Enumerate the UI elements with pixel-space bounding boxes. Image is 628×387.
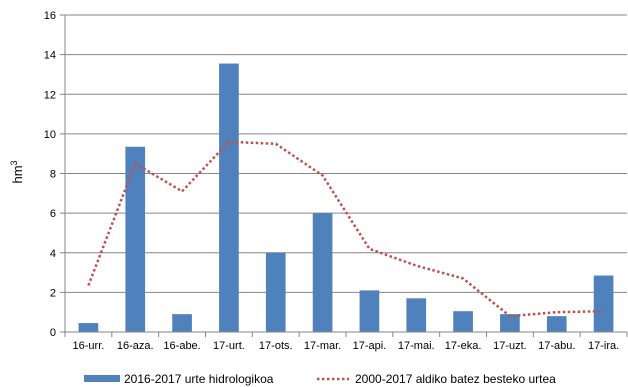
line-series [87,140,604,318]
bar [546,316,567,332]
bar [406,298,427,332]
x-tick-label: 17-abu. [538,340,575,352]
y-tick-label: 4 [50,248,56,260]
x-tick-label: 17-api. [353,340,387,352]
bar-series [78,63,614,333]
y-axis-ticks: 0 2 4 6 8 10 12 14 16 [44,10,65,339]
bar [219,63,239,333]
bar [500,314,520,332]
gridlines [65,14,627,293]
average-line [87,140,604,318]
y-tick-label: 12 [44,89,56,101]
legend: 2016-2017 urte hidrologikoa 2000-2017 ald… [84,372,556,386]
x-tick-label: 16-urr. [73,340,105,352]
y-tick-label: 14 [44,50,56,62]
bar [265,252,286,332]
x-tick-label: 17-urt. [213,340,245,352]
x-tick-label: 17-eka. [445,340,482,352]
x-tick-label: 16-abe. [163,340,200,352]
y-tick-label: 16 [44,10,56,22]
x-tick-label: 17-mai. [398,340,435,352]
x-axis-labels: 16-urr. 16-aza. 16-abe. 17-urt. 17-ots. 17-ma… [64,332,628,352]
bar [312,213,333,332]
bar [453,311,473,332]
y-tick-label: 6 [50,208,56,220]
legend-bar-swatch [84,375,120,382]
bar [78,323,99,332]
y-tick-label: 0 [50,327,56,339]
bar [593,275,614,332]
x-tick-label: 17-ots. [259,340,293,352]
y-tick-label: 2 [50,287,56,299]
bar [172,314,192,332]
y-tick-label: 8 [50,169,56,181]
x-tick-label: 17-mar. [304,340,341,352]
bar [125,146,146,332]
legend-bar-label: 2016-2017 urte hidrologikoa [124,372,274,386]
x-tick-label: 17-ira. [588,340,619,352]
y-axis-title: hm3 [9,160,25,183]
y-tick-label: 10 [44,129,56,141]
bar [359,290,380,332]
x-tick-label: 17-uzt. [493,340,527,352]
x-tick-label: 16-aza. [117,340,154,352]
legend-line-label: 2000-2017 aldiko batez besteko urtea [355,372,556,386]
